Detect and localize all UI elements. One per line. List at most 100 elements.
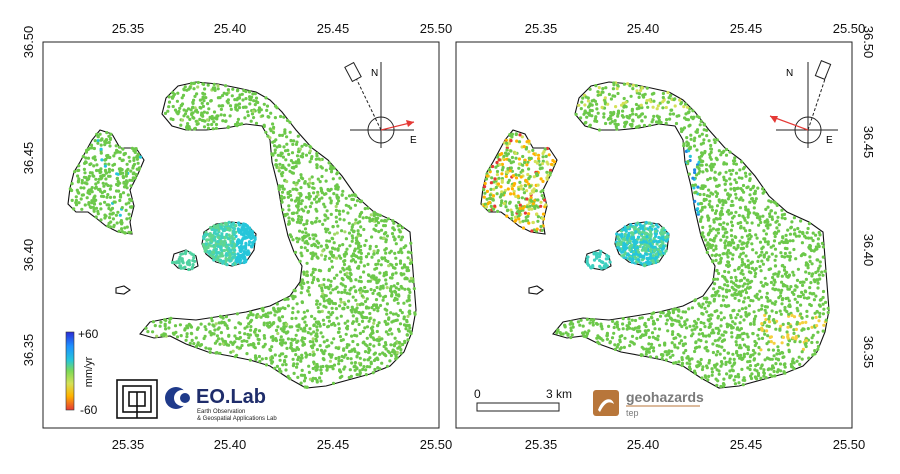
ps-point	[616, 343, 620, 347]
ps-point	[609, 97, 614, 101]
ps-point	[307, 197, 311, 201]
ps-point	[700, 332, 705, 336]
ps-point	[192, 81, 196, 85]
ps-point	[84, 156, 88, 160]
ps-point	[372, 288, 377, 293]
ps-point	[125, 186, 129, 190]
ps-point	[536, 183, 540, 187]
ps-point	[776, 358, 781, 362]
ps-point	[596, 93, 600, 97]
ps-point	[755, 216, 760, 220]
ps-point	[320, 289, 324, 293]
ps-point	[101, 181, 105, 185]
ps-point	[220, 249, 224, 253]
ps-point	[678, 341, 682, 345]
ps-point	[491, 197, 495, 201]
ps-point	[240, 92, 244, 96]
ps-point	[315, 216, 319, 220]
ps-point	[399, 351, 403, 355]
ps-point	[299, 356, 303, 360]
ps-point	[289, 341, 293, 345]
ps-point	[691, 176, 695, 180]
ps-point	[704, 334, 708, 338]
thera-island	[139, 81, 417, 389]
ps-point	[620, 114, 625, 118]
ps-point	[634, 102, 639, 107]
ps-point	[238, 259, 242, 263]
ps-point	[203, 325, 207, 329]
ps-point	[391, 226, 395, 230]
ps-point	[364, 255, 369, 259]
ps-point	[400, 235, 405, 239]
ps-point	[107, 174, 111, 178]
ps-point	[134, 147, 138, 151]
ps-point	[720, 212, 725, 216]
ps-point	[276, 153, 280, 157]
ps-point	[408, 326, 412, 330]
ps-point	[795, 285, 799, 289]
ps-point	[219, 315, 223, 319]
ps-point	[648, 98, 652, 102]
ps-point	[345, 271, 349, 275]
ps-point	[235, 345, 239, 349]
ps-point	[281, 338, 285, 342]
ps-point	[755, 292, 759, 296]
ps-point	[216, 84, 220, 88]
ps-point	[595, 336, 599, 340]
ps-point	[242, 222, 246, 226]
ps-point	[344, 196, 348, 200]
ps-point	[821, 295, 825, 300]
ps-point	[790, 220, 794, 224]
ps-point	[219, 239, 223, 243]
ps-point	[509, 208, 513, 212]
ps-point	[731, 352, 735, 356]
ps-point	[671, 322, 675, 326]
ps-point	[303, 142, 307, 147]
ps-point	[359, 225, 363, 229]
ps-point	[202, 110, 206, 114]
ps-point	[312, 186, 316, 190]
ps-point	[737, 213, 741, 218]
ps-point	[724, 162, 729, 166]
ps-point	[181, 252, 185, 256]
ps-point	[102, 184, 106, 188]
ps-point	[693, 191, 697, 195]
ps-point	[336, 171, 340, 175]
ps-point	[363, 285, 367, 290]
ps-point	[313, 268, 317, 272]
ps-point	[672, 98, 676, 102]
ps-point	[716, 316, 720, 320]
ps-point	[368, 244, 372, 248]
ps-point	[219, 234, 224, 238]
ps-point	[741, 337, 745, 341]
ps-point	[712, 162, 717, 166]
ps-point	[264, 314, 268, 319]
ps-point	[748, 178, 752, 183]
ps-point	[647, 317, 651, 322]
ps-point	[315, 328, 319, 332]
ps-point	[759, 348, 763, 352]
ps-point	[302, 234, 306, 238]
ps-point	[173, 324, 178, 328]
ps-point	[408, 290, 412, 294]
ps-point	[754, 197, 758, 201]
ps-point	[774, 300, 778, 304]
ps-point	[359, 280, 363, 284]
ps-point	[741, 284, 745, 288]
ps-point	[308, 340, 312, 344]
ps-point	[397, 287, 401, 291]
ps-point	[817, 303, 822, 307]
ps-point	[726, 284, 730, 288]
ps-point	[582, 112, 586, 116]
ps-point	[532, 187, 536, 191]
ps-point	[777, 288, 781, 292]
ps-point	[219, 258, 223, 263]
ps-point	[240, 232, 244, 236]
ps-point	[517, 200, 521, 204]
ps-point	[247, 313, 251, 317]
ps-point	[344, 332, 348, 336]
ps-point	[351, 321, 355, 325]
ps-point	[366, 358, 370, 362]
ps-point	[167, 105, 171, 109]
ps-point	[743, 288, 748, 292]
